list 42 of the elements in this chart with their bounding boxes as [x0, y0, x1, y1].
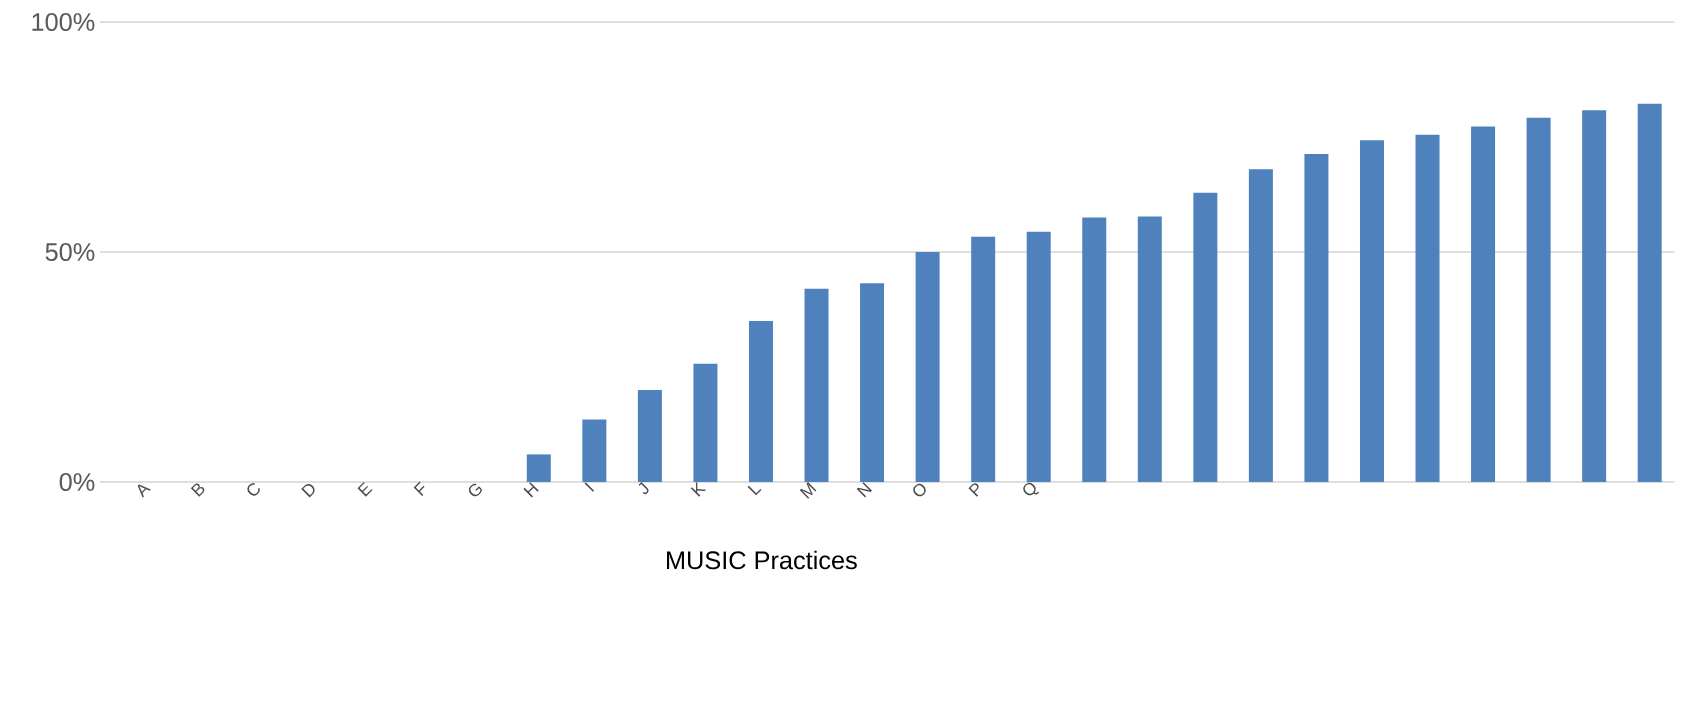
- x-tick-label: N: [856, 482, 872, 498]
- x-tick-label: P: [968, 483, 979, 497]
- bar: [1582, 110, 1607, 482]
- x-tick-label: I: [584, 482, 595, 492]
- x-axis-title: MUSIC Practices: [667, 550, 857, 570]
- x-tick-label: M: [799, 482, 817, 499]
- bar: [1082, 217, 1107, 482]
- x-tick-label: Q: [1023, 482, 1040, 496]
- x-tick-label: L: [747, 485, 762, 496]
- x-tick-label: J: [638, 481, 649, 495]
- x-tick-label: G: [468, 483, 482, 497]
- bar: [1137, 216, 1162, 482]
- bar: [1304, 154, 1329, 482]
- bar: [693, 363, 718, 482]
- x-tick-label: O: [913, 483, 926, 497]
- x-tick-label: B: [190, 483, 205, 497]
- bar: [1248, 169, 1273, 482]
- bar: [1415, 134, 1440, 482]
- x-tick-label: K: [690, 481, 707, 497]
- bar: [582, 419, 607, 482]
- bar: [1526, 117, 1551, 482]
- bar: [1359, 140, 1384, 482]
- bar: [748, 321, 773, 482]
- y-tick-label: 0%: [59, 473, 95, 491]
- bar: [1637, 103, 1662, 482]
- bar: [526, 454, 551, 482]
- x-tick-label: A: [137, 484, 151, 498]
- bar: [1026, 231, 1051, 482]
- bar: [1471, 126, 1496, 482]
- x-tick-label: E: [357, 481, 373, 497]
- bar: [804, 288, 829, 482]
- y-tick-label: 100%: [32, 13, 95, 31]
- y-tick-label: 50%: [45, 243, 95, 261]
- bar: [915, 251, 940, 482]
- bar: [971, 236, 996, 482]
- bar: [860, 283, 885, 482]
- x-tick-label: C: [247, 483, 260, 496]
- bar: [1193, 192, 1218, 482]
- x-tick-label: H: [523, 482, 539, 498]
- x-tick-label: D: [301, 483, 315, 498]
- bar: [637, 389, 662, 482]
- x-tick-label: F: [413, 481, 425, 497]
